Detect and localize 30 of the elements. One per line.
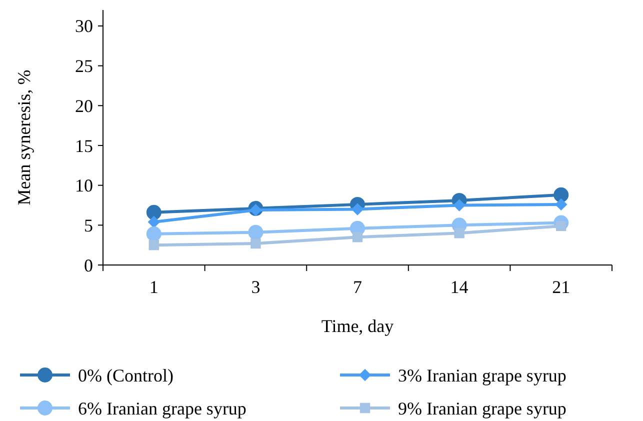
x-tick-label: 3 [251, 277, 260, 297]
point [352, 232, 363, 242]
point [146, 226, 162, 242]
y-tick-label: 5 [84, 215, 93, 236]
x-axis-title: Time, day [321, 316, 394, 336]
legend-label: 6% Iranian grape syrup [78, 398, 246, 418]
point [351, 203, 364, 216]
point [250, 238, 261, 249]
y-tick-label: 20 [75, 96, 93, 116]
y-tick-label: 15 [75, 136, 93, 156]
point [554, 198, 568, 211]
point [554, 187, 569, 202]
point [146, 204, 162, 220]
x-tick-label: 1 [149, 277, 158, 297]
x-tick-label: 14 [450, 277, 468, 297]
y-tick-label: 0 [84, 255, 93, 276]
point [454, 228, 464, 238]
y-axis-title: Mean syneresis, % [14, 70, 34, 206]
legend-label: 9% Iranian grape syrup [398, 398, 566, 418]
point [250, 204, 262, 216]
point [148, 240, 159, 250]
legend-label: 3% Iranian grape syrup [398, 365, 566, 386]
y-tick-label: 25 [75, 56, 93, 76]
x-tick-label: 7 [353, 277, 362, 297]
point [248, 224, 264, 240]
x-tick-label: 21 [552, 277, 570, 297]
legend-label: 0% (Control) [78, 365, 174, 386]
y-tick-label: 10 [75, 176, 93, 196]
point [453, 199, 466, 212]
y-tick-label: 30 [75, 16, 93, 36]
